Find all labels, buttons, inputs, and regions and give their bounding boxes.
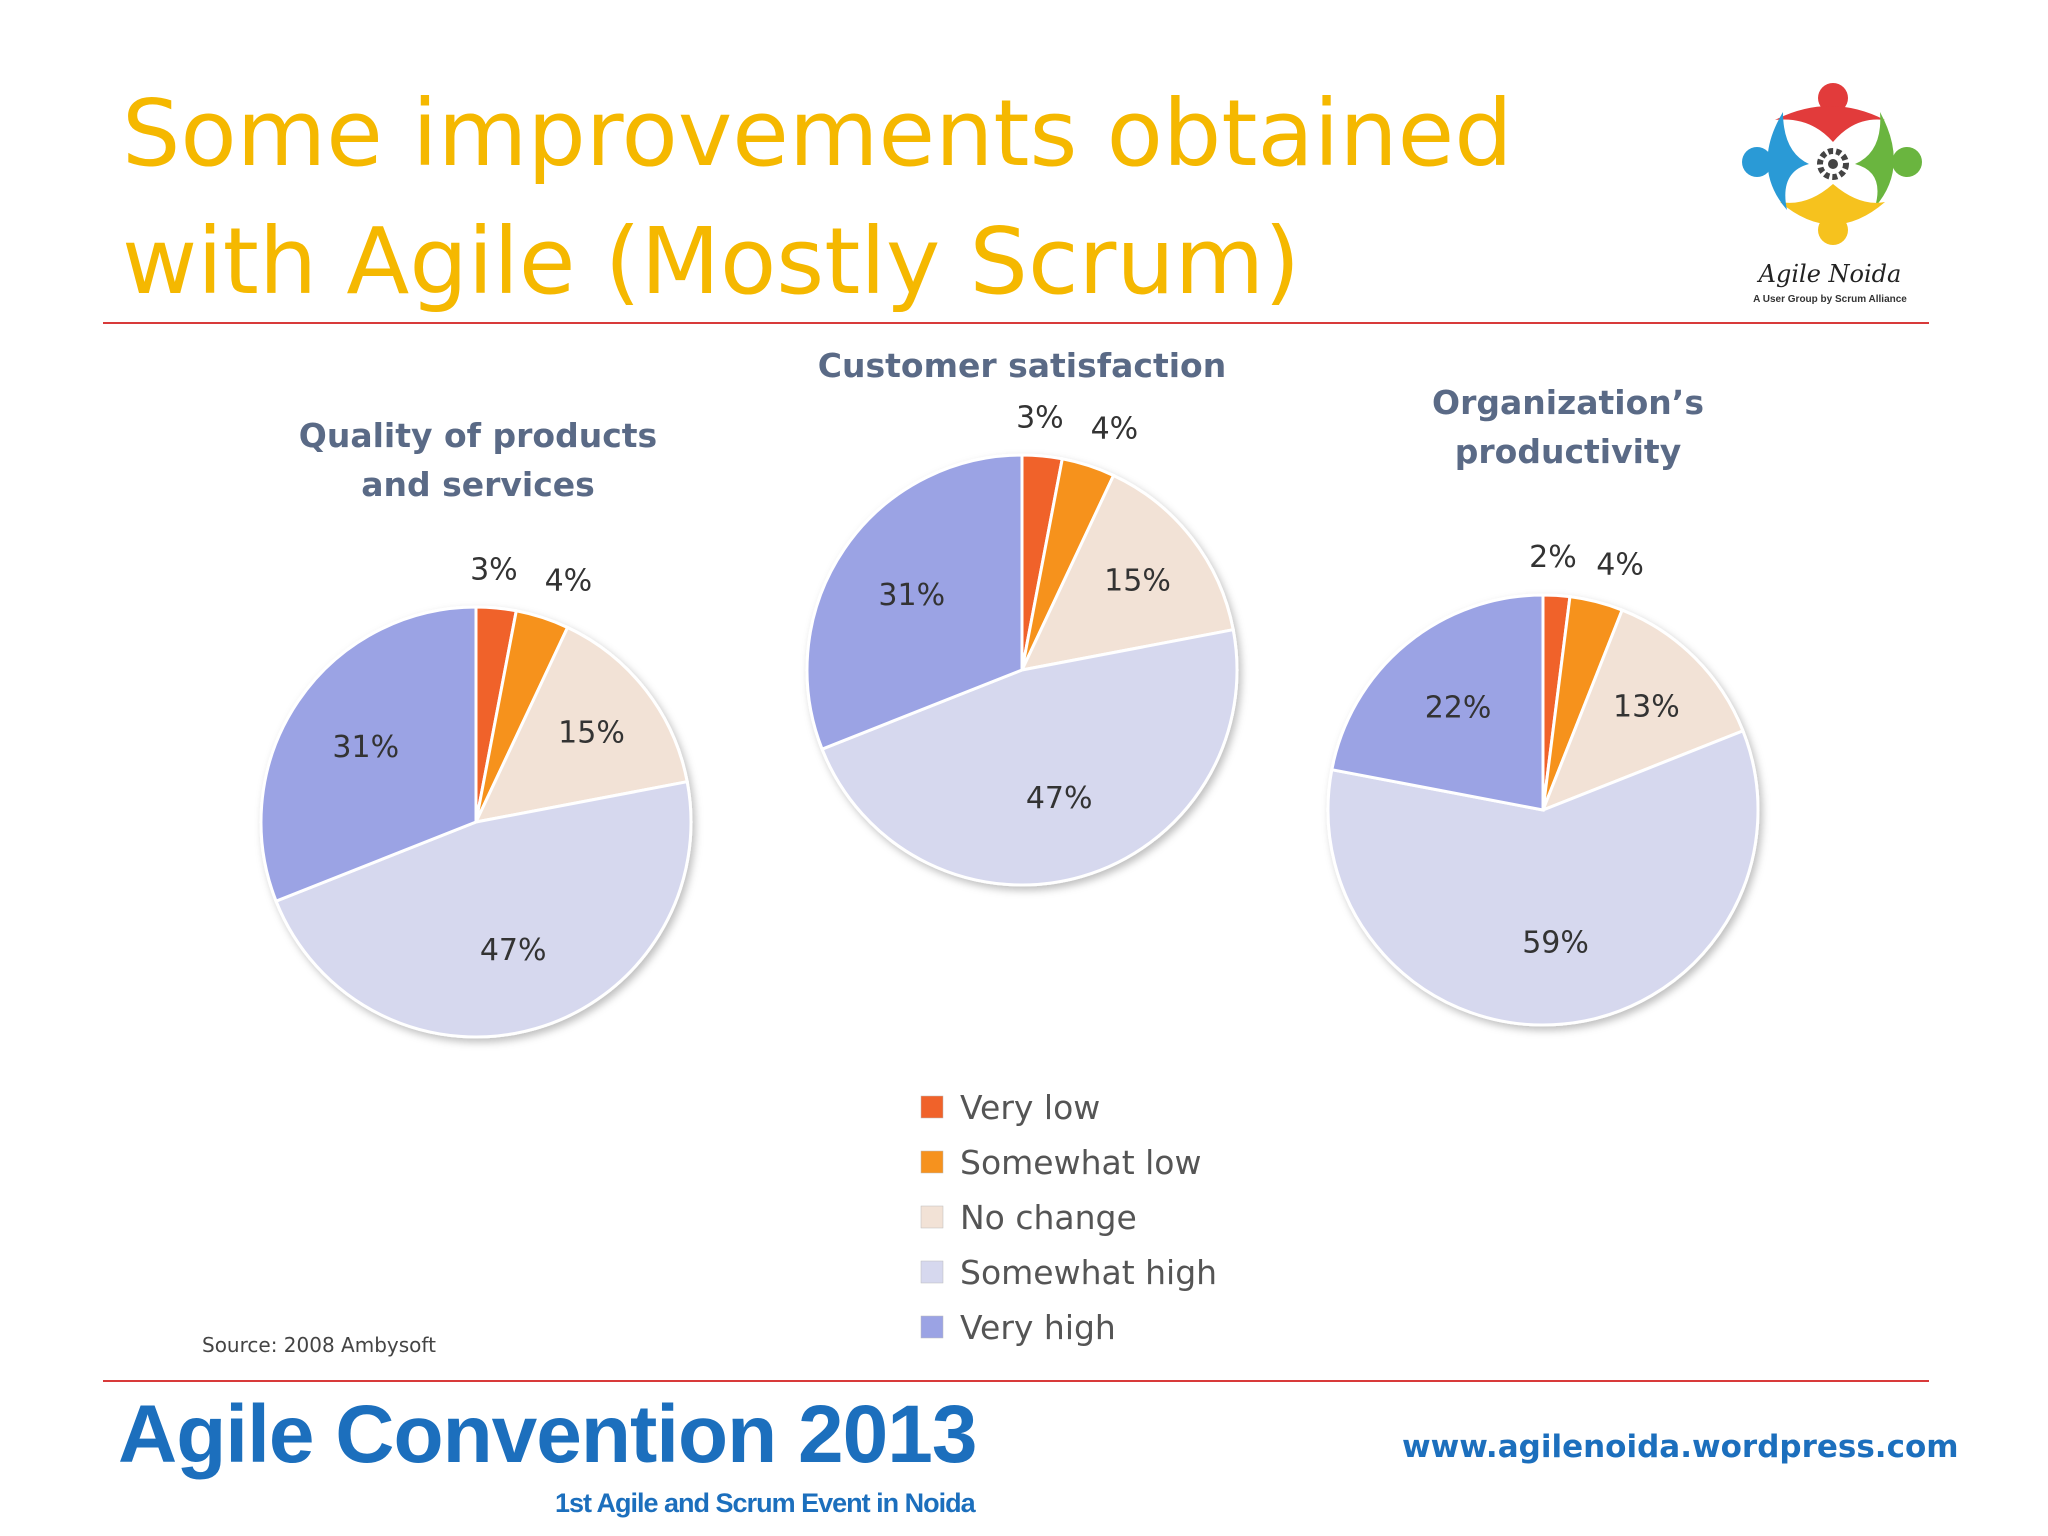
legend-swatch bbox=[920, 1315, 944, 1339]
pie-data-label: 22% bbox=[1425, 690, 1492, 725]
slide-title-line-2: with Agile (Mostly Scrum) bbox=[122, 208, 1301, 315]
pie-slice-somewhat-high bbox=[1326, 728, 1760, 1027]
pie-slice-no-change bbox=[473, 625, 689, 825]
people-circle-icon bbox=[1742, 83, 1922, 245]
legend-item: Very high bbox=[920, 1308, 1116, 1347]
legend-swatch bbox=[920, 1205, 944, 1229]
legend-label: No change bbox=[960, 1198, 1137, 1237]
footer-title: Agile Convention 2013 bbox=[118, 1389, 977, 1480]
title-divider bbox=[103, 322, 1929, 324]
pie-data-label: 47% bbox=[480, 933, 547, 968]
pie-data-label: 3% bbox=[470, 552, 518, 587]
slide-title: Some improvements obtained with Agile (M… bbox=[122, 70, 1622, 326]
pie-chart-title: Quality of products and services bbox=[299, 416, 657, 504]
pie-chart-2: Customer satisfaction 3% 4% 15% 47% 31% bbox=[805, 346, 1239, 887]
pie-chart-title: Customer satisfaction bbox=[818, 346, 1226, 385]
footer-subtitle: 1st Agile and Scrum Event in Noida bbox=[555, 1488, 976, 1518]
pie-chart-1: Quality of products and services 3% 4% 15% 47… bbox=[259, 416, 693, 1039]
pie-data-label: 3% bbox=[1016, 400, 1064, 435]
legend-label: Somewhat low bbox=[960, 1143, 1202, 1182]
pie-data-label: 47% bbox=[1026, 781, 1093, 816]
pie-data-label: 4% bbox=[1091, 412, 1139, 447]
pie-slice-very-high bbox=[1330, 593, 1545, 812]
pie-data-label: 4% bbox=[545, 564, 593, 599]
pie-chart-3: Organization’s productivity 2% 4% 13% 59% 22% bbox=[1326, 383, 1760, 1027]
pie-data-label: 2% bbox=[1529, 540, 1577, 575]
slide-title-line-1: Some improvements obtained bbox=[122, 80, 1513, 187]
legend-label: Very low bbox=[960, 1088, 1100, 1127]
pie-data-label: 15% bbox=[558, 715, 625, 750]
logo-tagline: A User Group by Scrum Alliance bbox=[1753, 294, 1907, 305]
legend-item: Very low bbox=[920, 1088, 1100, 1127]
pie-data-label: 4% bbox=[1596, 547, 1644, 582]
pie-slice-no-change bbox=[1540, 608, 1745, 813]
legend-swatch bbox=[920, 1260, 944, 1284]
agile-noida-logo: Agile Noida A User Group by Scrum Allian… bbox=[1735, 72, 1935, 312]
legend-item: Somewhat high bbox=[920, 1253, 1217, 1292]
footer-url[interactable]: www.agilenoida.wordpress.com bbox=[1402, 1429, 1959, 1465]
legend-item: Somewhat low bbox=[920, 1143, 1202, 1182]
pie-slice-very-high bbox=[805, 453, 1024, 752]
legend-swatch bbox=[920, 1150, 944, 1174]
legend-label: Very high bbox=[960, 1308, 1116, 1347]
pie-data-label: 13% bbox=[1613, 690, 1680, 725]
logo-name: Agile Noida bbox=[1758, 260, 1902, 288]
legend-item: No change bbox=[920, 1198, 1137, 1237]
pie-slice-somewhat-high bbox=[274, 779, 693, 1039]
pie-data-label: 59% bbox=[1522, 926, 1589, 961]
legend-label: Somewhat high bbox=[960, 1253, 1217, 1292]
legend-swatch bbox=[920, 1095, 944, 1119]
pie-slice-very-high bbox=[259, 605, 478, 904]
pie-slice-somewhat-high bbox=[820, 627, 1239, 887]
pie-data-label: 31% bbox=[878, 578, 945, 613]
pie-data-label: 15% bbox=[1104, 563, 1171, 598]
pie-slice-no-change bbox=[1019, 473, 1235, 673]
pie-data-label: 31% bbox=[332, 730, 399, 765]
source-note: Source: 2008 Ambysoft bbox=[202, 1333, 436, 1357]
pie-chart-title: Organization’s productivity bbox=[1432, 383, 1704, 471]
footer-divider bbox=[103, 1380, 1929, 1382]
chart-legend: Very low Somewhat low No change Somewhat hi… bbox=[920, 1088, 1217, 1347]
